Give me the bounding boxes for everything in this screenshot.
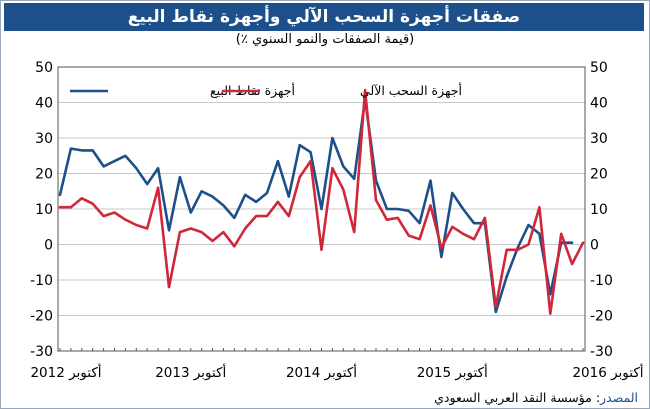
y-tick-label-left: -10 — [30, 273, 53, 289]
y-tick-label-right: -30 — [590, 344, 613, 360]
chart-title: صفقات أجهزة السحب الآلي وأجهزة نقاط البي… — [4, 3, 644, 31]
x-tick-label: أكتوبر 2016 — [572, 363, 643, 381]
source-note: المصدر: مؤسسة النقد العربي السعودي — [434, 390, 638, 405]
series-line-2 — [58, 88, 585, 316]
legend-label-2: أجهزة السحب الآلي — [360, 82, 462, 99]
y-tick-label-right: 50 — [590, 60, 608, 76]
x-tick-label: أكتوبر 2015 — [417, 363, 488, 381]
x-tick-label: أكتوبر 2013 — [155, 363, 226, 381]
y-tick-label-right: 10 — [590, 202, 608, 218]
legend: أجهزة نقاط البيع أجهزة السحب الآلي — [70, 82, 462, 99]
y-tick-label-right: -10 — [590, 273, 613, 289]
chart-subtitle: (قيمة الصفقات والنمو السنوي ٪) — [235, 32, 415, 47]
series-lines — [58, 88, 585, 316]
source-label: المصدر — [600, 390, 638, 405]
source-text: : مؤسسة النقد العربي السعودي — [434, 390, 601, 405]
y-tick-label-right: 40 — [590, 96, 608, 112]
plot-area-border — [57, 66, 586, 352]
y-tick-label-left: 50 — [35, 60, 53, 76]
y-tick-label-left: 30 — [35, 131, 53, 147]
axis-labels: 50 50 40 40 30 30 20 20 10 10 0 0 -10 -10 -20 -20 -30 -30… — [30, 60, 643, 381]
y-tick-label-left: 40 — [35, 96, 53, 112]
y-tick-label-right: -20 — [590, 309, 613, 325]
y-tick-label-right: 20 — [590, 167, 608, 183]
y-tick-label-left: 10 — [35, 202, 53, 218]
x-tick-label: أكتوبر 2014 — [286, 363, 357, 381]
y-tick-label-right: 0 — [590, 238, 599, 254]
y-tick-label-left: 20 — [35, 167, 53, 183]
y-tick-label-left: -20 — [30, 309, 53, 325]
y-tick-label-left: 0 — [44, 238, 53, 254]
x-tick-label: أكتوبر 2012 — [30, 363, 101, 381]
y-tick-label-left: -30 — [30, 344, 53, 360]
y-tick-label-right: 30 — [590, 131, 608, 147]
